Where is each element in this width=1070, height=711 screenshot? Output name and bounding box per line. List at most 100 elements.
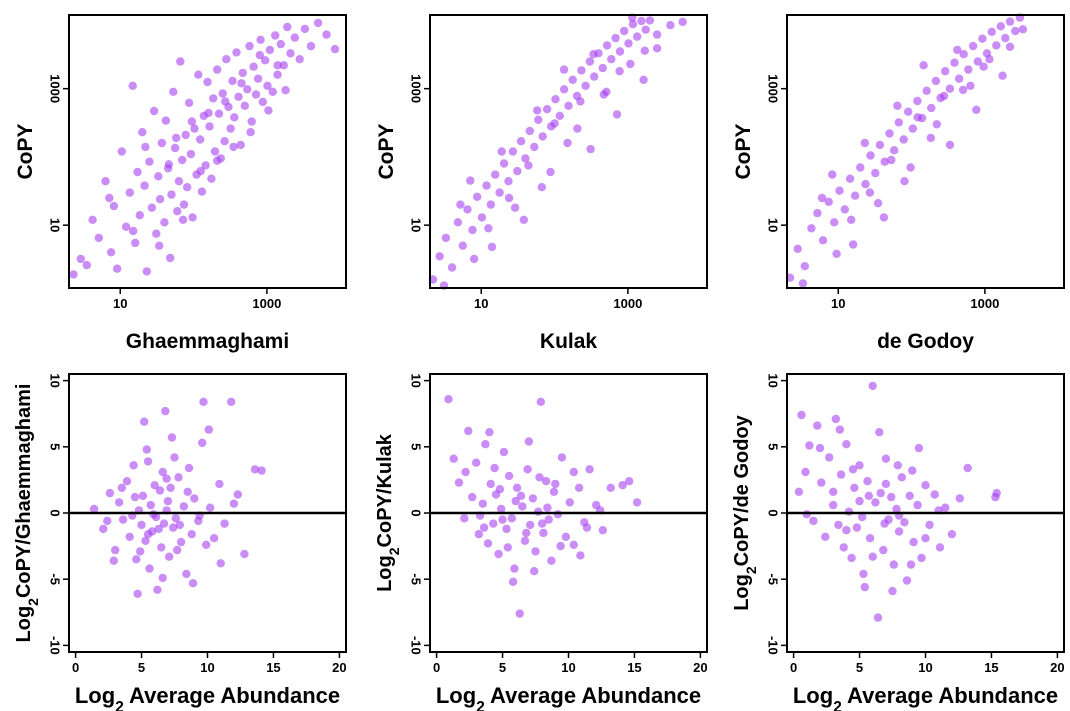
- data-point: [850, 191, 860, 200]
- data-point: [205, 503, 215, 512]
- panel-5: 0 5 10 15 20 -10 -5 0 5 10 Log2 Average Abundance L…: [374, 373, 708, 711]
- data-point: [612, 110, 622, 119]
- data-point: [101, 177, 110, 186]
- panel-1: 10 1000 10 1000 Ghaemmaghami CoPY: [14, 14, 347, 353]
- data-point: [576, 551, 585, 560]
- data-point: [167, 190, 176, 199]
- data-point: [543, 503, 552, 512]
- data-point: [228, 76, 237, 86]
- data-point: [900, 518, 909, 527]
- data-point: [468, 492, 477, 502]
- data-point: [889, 560, 898, 569]
- data-point: [568, 75, 577, 85]
- data-point: [250, 465, 260, 474]
- data-point: [624, 39, 633, 48]
- x-tick-label: 0: [433, 660, 440, 675]
- data-point: [117, 483, 127, 492]
- data-point: [171, 514, 180, 523]
- data-point: [563, 138, 572, 148]
- data-point: [892, 504, 901, 514]
- data-point: [985, 55, 994, 64]
- data-point: [602, 41, 612, 50]
- data-point: [444, 395, 453, 404]
- x-axis-label: Log2 Average Abundance: [793, 683, 1058, 711]
- data-point: [245, 41, 254, 51]
- data-point: [268, 87, 277, 97]
- data-point: [589, 50, 598, 59]
- data-point: [866, 151, 875, 160]
- data-point: [201, 161, 210, 170]
- data-point: [237, 79, 246, 88]
- data-point: [921, 534, 930, 543]
- data-point: [196, 166, 205, 176]
- data-point: [909, 537, 918, 547]
- data-point: [908, 466, 917, 475]
- data-point: [888, 586, 897, 596]
- data-point: [141, 142, 150, 152]
- data-point: [534, 115, 543, 125]
- data-point: [246, 128, 255, 137]
- data-point: [161, 116, 171, 125]
- data-point: [590, 72, 599, 81]
- data-point: [539, 528, 548, 538]
- data-point: [472, 458, 481, 467]
- data-point: [227, 397, 236, 406]
- y-axis-label: Log2CoPY/Kulak: [374, 433, 402, 592]
- data-point: [645, 16, 655, 25]
- data-point: [281, 86, 290, 95]
- data-point: [913, 113, 922, 122]
- data-point: [103, 516, 112, 526]
- data-point: [468, 225, 477, 235]
- data-point: [283, 22, 292, 32]
- data-point: [871, 498, 880, 507]
- data-point: [992, 41, 1001, 50]
- scatter-points: [69, 18, 340, 279]
- data-point: [143, 457, 153, 466]
- data-point: [89, 504, 99, 514]
- data-point: [495, 485, 505, 494]
- data-point: [175, 520, 184, 530]
- x-tick-label: 10: [200, 660, 214, 675]
- data-point: [880, 157, 889, 166]
- data-point: [136, 547, 145, 556]
- data-point: [220, 137, 229, 146]
- data-point: [209, 534, 219, 543]
- data-point: [264, 106, 273, 115]
- x-tick-label: 10: [113, 296, 127, 311]
- y-tick-label: 5: [48, 443, 63, 450]
- data-point: [145, 564, 154, 573]
- x-tick-label: 5: [499, 660, 506, 675]
- data-point: [900, 177, 909, 186]
- data-point: [238, 68, 247, 78]
- x-tick-label: 10: [561, 660, 575, 675]
- data-point: [599, 90, 608, 99]
- data-point: [222, 55, 231, 64]
- data-point: [632, 498, 642, 507]
- data-point: [138, 128, 147, 137]
- data-point: [286, 49, 295, 58]
- data-point: [197, 187, 207, 196]
- data-point: [611, 33, 620, 43]
- data-point: [881, 479, 891, 489]
- data-point: [908, 124, 917, 133]
- data-point: [818, 236, 828, 245]
- data-point: [205, 122, 214, 131]
- data-point: [807, 224, 816, 233]
- panel-2: 10 1000 10 1000 Kulak CoPY: [375, 13, 708, 353]
- x-tick-label: 15: [627, 660, 641, 675]
- data-point: [183, 487, 192, 496]
- data-point: [105, 193, 114, 203]
- data-point: [155, 486, 165, 495]
- data-point: [485, 428, 494, 437]
- data-point: [154, 524, 163, 534]
- data-point: [271, 31, 280, 40]
- y-tick-label: 10: [409, 373, 424, 387]
- data-point: [118, 515, 128, 524]
- data-point: [453, 218, 463, 227]
- data-point: [176, 57, 185, 66]
- data-point: [537, 183, 546, 192]
- data-point: [187, 117, 197, 126]
- data-point: [174, 177, 184, 186]
- y-tick-label: 10: [409, 218, 424, 232]
- data-point: [574, 483, 584, 492]
